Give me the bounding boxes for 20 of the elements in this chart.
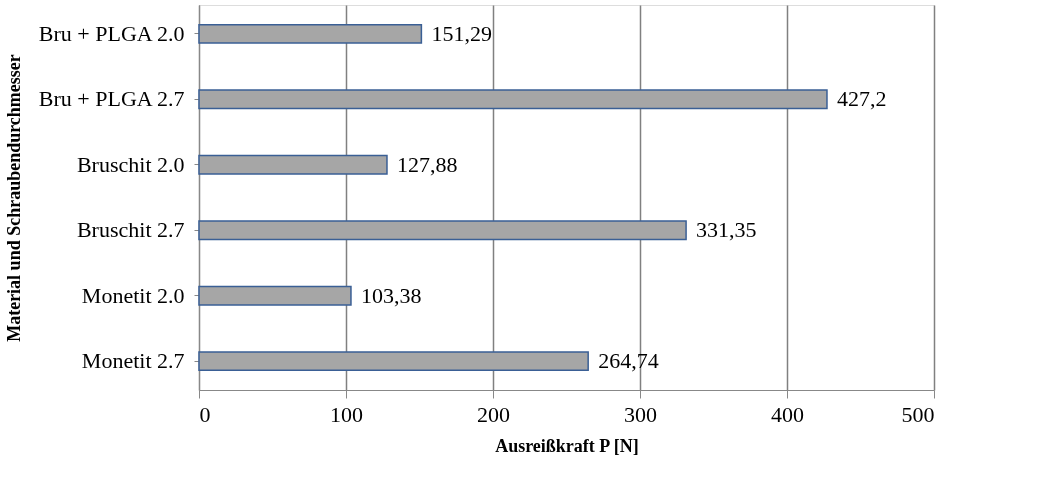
y-tick-label: Bruschit 2.7 xyxy=(76,217,185,243)
data-label: 127,88 xyxy=(396,151,458,177)
x-tick-label: 500 xyxy=(901,401,935,427)
x-tick-label: 100 xyxy=(330,401,363,427)
data-label: 151,29 xyxy=(431,20,492,46)
x-tick-label: 300 xyxy=(624,401,657,427)
y-tick-label: Monetit 2.0 xyxy=(81,282,185,308)
data-label: 331,35 xyxy=(696,217,757,243)
y-tick-label: Bruschit 2.0 xyxy=(76,151,185,177)
x-tick-label: 400 xyxy=(771,401,804,427)
x-tick-label: 0 xyxy=(199,401,211,427)
y-tick-label: Bru + PLGA 2.7 xyxy=(38,86,185,112)
y-tick-label: Monetit 2.7 xyxy=(81,348,185,374)
x-axis-title: Ausreißkraft P [N] xyxy=(495,435,639,456)
y-axis-title: Material und Schraubendurchmesser xyxy=(3,54,24,342)
data-label: 427,2 xyxy=(836,86,887,112)
data-label: 264,74 xyxy=(598,348,659,374)
data-label: 103,38 xyxy=(360,282,422,308)
x-tick-label: 200 xyxy=(477,401,510,427)
y-tick-label: Bru + PLGA 2.0 xyxy=(38,20,185,46)
